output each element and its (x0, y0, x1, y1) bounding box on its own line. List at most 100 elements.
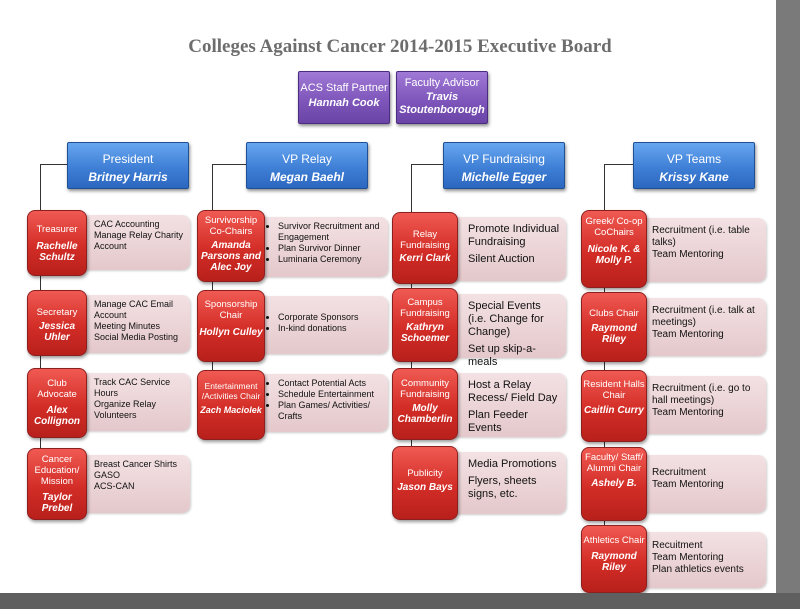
chair-box-relay-fundraising: Relay Fundraising Kerri Clark (392, 212, 458, 284)
chair-box-cancer-education: Cancer Education/ Mission Taylor Prebel (27, 448, 87, 520)
chair-role: Survivorship Co-Chairs (204, 215, 258, 237)
chair-box-sponsorship-chair: Sponsorship Chair Hollyn Culley (197, 290, 265, 362)
duty-item: ACS-CAN (94, 481, 184, 492)
duty-item: Plan Feeder Events (468, 409, 560, 435)
advisor-acs-staff-partner: ACS Staff Partner Hannah Cook (298, 71, 390, 124)
advisor-name: Hannah Cook (308, 97, 380, 109)
duty-list: Media Promotions Flyers, sheets signs, e… (444, 452, 566, 514)
duty-item: Team Mentoring (652, 479, 760, 491)
duty-list: Contact Potential Acts Schedule Entertai… (256, 374, 388, 432)
chair-role: Campus Fundraising (400, 297, 450, 319)
duty-item: Plan athletics events (652, 564, 760, 576)
duty-list: Recruitment (i.e. table talks) Team Ment… (630, 218, 766, 282)
duty-item: In-kind donations (278, 323, 382, 334)
duty-item: Manage CAC Email Account (94, 299, 184, 321)
chair-box-publicity: Publicity Jason Bays (392, 446, 458, 520)
chair-name: Ashely B. (591, 478, 637, 489)
duty-item: Plan Survivor Dinner (278, 243, 382, 254)
connector (212, 164, 246, 165)
vp-box-teams: VP Teams Krissy Kane (633, 142, 755, 189)
vp-name: Krissy Kane (659, 170, 729, 184)
duty-list: CAC Accounting Manage Relay Charity Acco… (72, 215, 190, 270)
duty-item: Breast Cancer Shirts (94, 459, 184, 470)
duty-list: Manage CAC Email Account Meeting Minutes… (72, 295, 190, 353)
duty-list: Special Events (i.e. Change for Change) … (444, 294, 566, 368)
vp-name: Britney Harris (88, 170, 168, 184)
chair-name: Raymond Riley (591, 323, 637, 345)
duty-item: Corporate Sponsors (278, 312, 382, 323)
duty-item: Social Media Posting (94, 332, 184, 343)
chair-box-faculty-staff-alumni: Faculty/ Staff/ Alumni Chair Ashely B. (581, 447, 647, 521)
duty-item: Flyers, sheets signs, etc. (468, 475, 560, 501)
chair-name: Molly Chamberlin (397, 403, 453, 425)
vp-role: VP Relay (282, 152, 332, 166)
advisor-name: Travis Stoutenborough (399, 91, 485, 116)
chair-name: Zach Maciolek (200, 405, 262, 415)
duty-list: Survivor Recruitment and Engagement Plan… (256, 217, 388, 277)
duty-list: Corporate Sponsors In-kind donations (256, 296, 388, 354)
chair-role: Faculty/ Staff/ Alumni Chair (585, 452, 643, 474)
chair-role: Club Advocate (37, 378, 77, 400)
chair-name: Caitlin Curry (583, 405, 644, 416)
duty-item: Contact Potential Acts (278, 378, 382, 389)
duty-item: Schedule Entertainment (278, 389, 382, 400)
chair-name: Kerri Clark (399, 253, 451, 264)
chair-name: Amanda Parsons and Alec Joy (200, 240, 262, 273)
duty-list: Promote Individual Fundraising Silent Au… (444, 217, 566, 281)
duty-item: Promote Individual Fundraising (468, 223, 560, 249)
advisor-role: ACS Staff Partner (300, 82, 388, 94)
connector (411, 164, 443, 165)
chair-role: Sponsorship Chair (204, 299, 258, 321)
duty-item: Set up skip-a-meals (468, 343, 560, 369)
page-edge (0, 593, 800, 609)
duty-item: Recruitment (i.e. table talks) (652, 225, 760, 249)
chair-box-entertainment-activities: Entertainment /Activities Chair Zach Mac… (197, 370, 265, 440)
duty-item: Survivor Recruitment and Engagement (278, 221, 382, 243)
duty-item: Media Promotions (468, 458, 560, 471)
page-title: Colleges Against Cancer 2014-2015 Execut… (188, 36, 612, 57)
vp-box-fundraising: VP Fundraising Michelle Egger (443, 142, 565, 189)
chair-name: Taylor Prebel (41, 492, 73, 514)
chair-role: Entertainment /Activities Chair (201, 381, 261, 401)
duty-item: Team Mentoring (652, 329, 760, 341)
chair-name: Nicole K. & Molly P. (587, 244, 641, 266)
duty-item: CAC Accounting (94, 219, 184, 230)
chair-name: Alex Collignon (33, 405, 81, 427)
vp-name: Michelle Egger (461, 170, 547, 184)
duty-list: Breast Cancer Shirts GASO ACS-CAN (72, 455, 190, 513)
duty-item: GASO (94, 470, 184, 481)
chair-box-club-advocate: Club Advocate Alex Collignon (27, 368, 87, 438)
duty-list: Recruitment Team Mentoring (630, 455, 766, 513)
duty-item: Recruitment (i.e. talk at meetings) (652, 305, 760, 329)
vp-role: VP Teams (666, 152, 722, 166)
chair-name: Jason Bays (397, 482, 453, 493)
chair-box-clubs-chair: Clubs Chair Raymond Riley (581, 292, 647, 362)
chair-role: Secretary (36, 307, 78, 318)
duty-item: Manage Relay Charity Account (94, 230, 184, 252)
duty-item: Recruitment (i.e. go to hall meetings) (652, 383, 760, 407)
duty-item: Recuitment (652, 540, 760, 552)
chair-name: Raymond Riley (591, 551, 637, 573)
duty-item: Recruitment (652, 467, 760, 479)
chair-box-secretary: Secretary Jessica Uhler (27, 290, 87, 356)
chair-box-survivorship-co-chairs: Survivorship Co-Chairs Amanda Parsons an… (197, 210, 265, 282)
connector (40, 164, 67, 165)
chair-box-treasurer: Treasurer Rachelle Schultz (27, 210, 87, 276)
duty-item: Team Mentoring (652, 249, 760, 261)
vp-name: Megan Baehl (269, 170, 344, 184)
connector (604, 164, 633, 165)
chair-role: Cancer Education/ Mission (34, 454, 80, 487)
duty-item: Host a Relay Recess/ Field Day (468, 379, 560, 405)
chair-name: Rachelle Schultz (36, 241, 78, 263)
chair-box-athletics-chair: Athletics Chair Raymond Riley (581, 525, 647, 593)
connector (212, 164, 213, 408)
duty-item: Organize Relay Volunteers (94, 399, 184, 421)
duty-item: Team Mentoring (652, 552, 760, 564)
chair-role: Athletics Chair (583, 535, 645, 546)
chair-box-campus-fundraising: Campus Fundraising Kathryn Schoemer (392, 288, 458, 362)
chair-role: Clubs Chair (589, 308, 639, 319)
chair-box-community-fundraising: Community Fundraising Molly Chamberlin (392, 368, 458, 440)
chair-name: Hollyn Culley (199, 327, 263, 338)
document-page: Colleges Against Cancer 2014-2015 Execut… (0, 0, 776, 593)
duty-list: Recruitment (i.e. talk at meetings) Team… (630, 298, 766, 356)
